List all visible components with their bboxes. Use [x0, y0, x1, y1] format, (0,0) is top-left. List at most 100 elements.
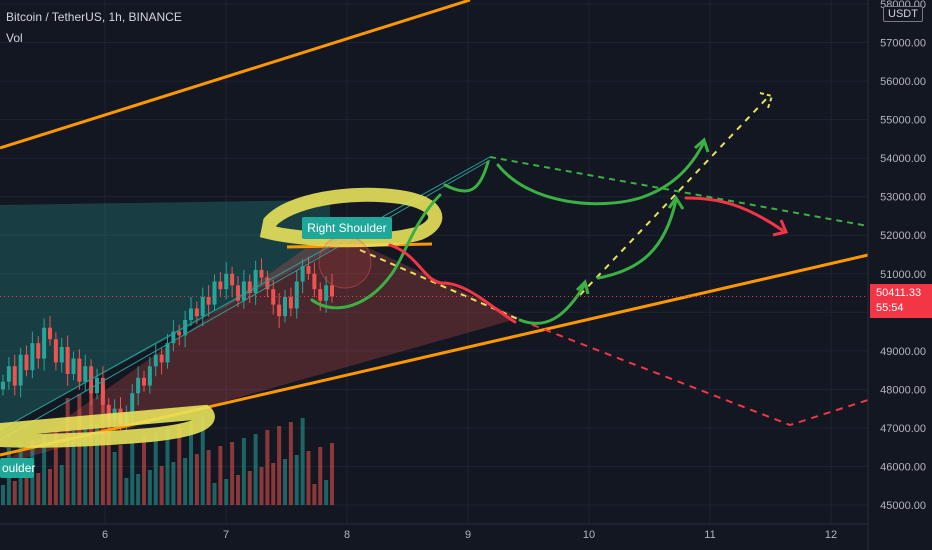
volume-bar — [271, 463, 276, 505]
volume-bar — [324, 480, 329, 505]
volume-indicator-label[interactable]: Vol — [6, 31, 23, 45]
x-tick-label: 10 — [583, 529, 595, 541]
green-arrow-3 — [496, 140, 706, 206]
volume-bar — [106, 419, 111, 505]
volume-bar — [95, 423, 99, 505]
green-arrow-1 — [310, 193, 442, 310]
y-tick-label: 47000.00 — [880, 423, 926, 435]
last-price-value: 50411.33 — [876, 287, 922, 299]
currency-badge[interactable]: USDT — [883, 6, 923, 22]
red-arrow-2 — [684, 196, 784, 232]
y-tick-label: 49000.00 — [880, 346, 926, 358]
pattern-zones — [0, 200, 520, 465]
volume-bar — [124, 478, 129, 505]
volume-bar — [265, 430, 270, 505]
volume-bar — [241, 438, 246, 505]
candle-body — [24, 354, 29, 371]
volume-bar — [153, 433, 158, 505]
volume-bar — [36, 473, 41, 505]
candle-body — [12, 366, 17, 386]
volume-bar — [200, 417, 205, 505]
x-tick-label: 12 — [825, 529, 837, 541]
volume-bar — [165, 429, 170, 505]
candle-body — [159, 354, 164, 363]
candle-body — [53, 339, 58, 363]
y-tick-label: 46000.00 — [880, 461, 926, 473]
candle-body — [136, 377, 141, 394]
candle-body — [153, 354, 158, 367]
candle-body — [318, 289, 323, 301]
candle-body — [236, 285, 240, 301]
volume-bar — [65, 398, 70, 505]
last-price-badge: 50411.33 55:54 — [870, 284, 932, 318]
candle-body — [224, 273, 229, 290]
volume-bar — [177, 425, 182, 505]
candle-body — [130, 393, 135, 413]
candle-body — [183, 320, 188, 336]
y-tick-label: 48000.00 — [880, 384, 926, 396]
red-dashed-projection — [519, 319, 869, 427]
volume-bar — [53, 432, 58, 505]
candle-body — [71, 358, 76, 374]
candle-body — [253, 269, 258, 294]
volume-bar — [294, 455, 299, 505]
volume-bar — [42, 436, 47, 505]
trend-line-2 — [0, 159, 491, 441]
y-tick-label: 56000.00 — [880, 76, 926, 88]
volume-bar — [183, 458, 188, 505]
candle-body — [330, 285, 334, 297]
green-arrowhead-4 — [575, 279, 590, 295]
green-arrowhead-3 — [694, 137, 710, 153]
candle-body — [165, 343, 170, 363]
volume-bar — [288, 422, 293, 505]
volume-bar — [306, 451, 311, 505]
volume-bar — [218, 446, 223, 505]
candle-body — [288, 296, 293, 309]
shoulder-circle — [318, 235, 372, 289]
volume-bar — [259, 467, 264, 505]
teal-zone — [0, 200, 330, 430]
candle-body — [230, 273, 235, 286]
candle-body — [212, 281, 217, 305]
candle-body — [106, 404, 111, 421]
volume-bar — [100, 386, 105, 505]
y-tick-label: 51000.00 — [880, 269, 926, 281]
candle-body — [241, 281, 246, 301]
x-tick-label: 6 — [102, 529, 108, 541]
symbol-title[interactable]: Bitcoin / TetherUS, 1h, BINANCE — [6, 10, 182, 24]
volume-bar — [118, 445, 123, 505]
red-arrow-1 — [388, 243, 517, 324]
candle-body — [36, 343, 41, 359]
candle-body — [83, 366, 88, 382]
y-tick-label: 54000.00 — [880, 153, 926, 165]
bar-countdown: 55:54 — [876, 302, 904, 314]
candle-body — [65, 346, 70, 374]
x-tick-label: 7 — [223, 529, 229, 541]
volume-bar — [83, 427, 88, 505]
volume-bar — [24, 477, 29, 505]
candle-body — [171, 331, 176, 344]
candle-body — [283, 296, 287, 317]
candle-body — [18, 354, 23, 386]
volume-bar — [194, 454, 199, 505]
candle-body — [189, 308, 193, 321]
candle-body — [294, 281, 299, 309]
volume-bar — [147, 470, 152, 505]
x-tick-label: 11 — [704, 529, 715, 541]
volume-bar — [212, 483, 217, 505]
candle-body — [6, 366, 11, 382]
candle-body — [312, 273, 317, 290]
left-shoulder-highlight — [0, 404, 215, 448]
volume-bar — [312, 484, 317, 505]
volume-bar — [171, 462, 176, 505]
candle-body — [300, 266, 305, 282]
left-shoulder-label-bg — [0, 458, 34, 478]
volume-bar — [236, 475, 240, 505]
candle-body — [48, 327, 52, 340]
y-tick-label: 55000.00 — [880, 115, 926, 127]
volume-bar — [77, 394, 82, 505]
green-arrow-5 — [596, 198, 678, 280]
candle-body — [259, 269, 264, 278]
